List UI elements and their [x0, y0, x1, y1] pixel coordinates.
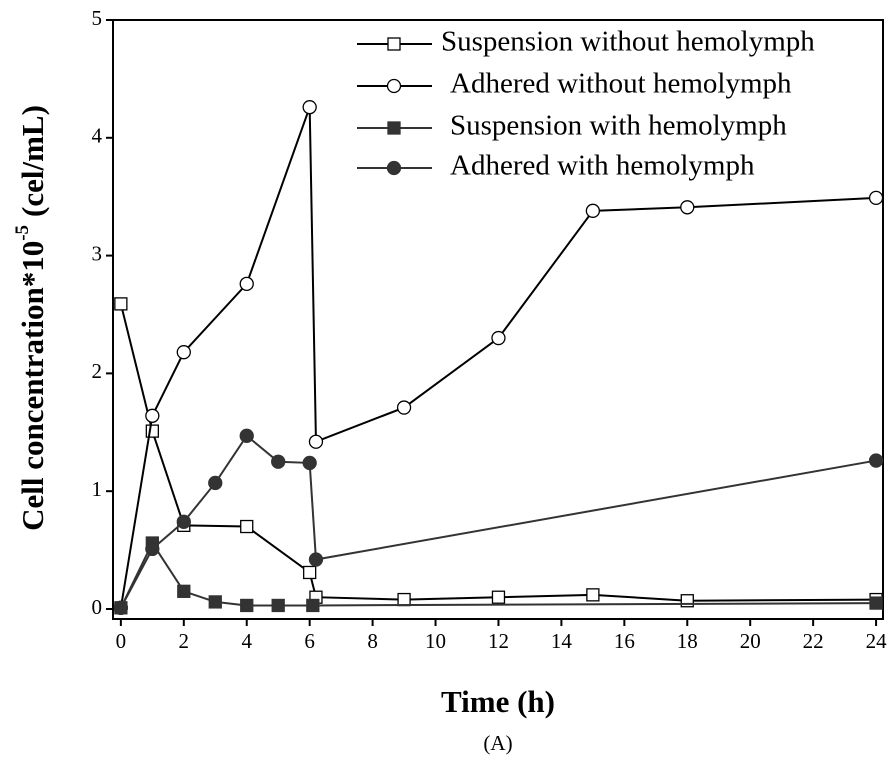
- legend-marker: [387, 121, 401, 135]
- x-tick-label: 6: [304, 629, 315, 653]
- series-line: [119, 303, 877, 602]
- x-tick-label: 4: [241, 629, 252, 653]
- legend-marker: [386, 160, 402, 176]
- marker: [306, 598, 320, 613]
- marker: [869, 596, 883, 610]
- x-tick-label: 14: [551, 629, 573, 653]
- legend-marker: [386, 78, 402, 94]
- y-tick-label: 1: [92, 477, 103, 501]
- legend-label: Adhered without hemolymph: [450, 68, 792, 100]
- marker: [271, 598, 285, 613]
- marker: [240, 519, 254, 534]
- legend-label: Suspension with hemolymph: [450, 110, 787, 142]
- marker: [868, 453, 884, 468]
- marker: [145, 408, 160, 423]
- marker: [308, 434, 324, 449]
- caption: (A): [483, 731, 512, 755]
- marker: [302, 455, 317, 471]
- legend-marker: [387, 37, 401, 51]
- marker: [176, 345, 191, 360]
- y-axis-label: Cell concentration*10-5 (cel/mL): [12, 105, 50, 531]
- marker: [239, 276, 254, 292]
- y-tick-label: 4: [92, 124, 103, 148]
- marker: [303, 565, 317, 580]
- marker: [114, 297, 128, 311]
- x-tick-label: 12: [488, 629, 509, 653]
- x-tick-label: 10: [425, 629, 446, 653]
- marker: [240, 598, 254, 613]
- y-tick-label: 3: [92, 241, 103, 265]
- marker: [302, 100, 317, 115]
- marker: [868, 190, 884, 206]
- legend-label: Adhered with hemolymph: [450, 150, 755, 182]
- marker: [308, 552, 324, 567]
- y-label-unit: (cel/mL): [15, 105, 50, 217]
- series-line: [119, 434, 877, 609]
- marker: [396, 400, 412, 415]
- marker: [113, 600, 129, 615]
- series-line: [119, 106, 877, 608]
- marker: [680, 594, 694, 608]
- x-tick-label: 16: [614, 629, 635, 653]
- x-tick-label: 2: [179, 629, 190, 653]
- y-tick-label: 0: [92, 595, 103, 619]
- x-tick-label: 18: [677, 629, 698, 653]
- marker: [491, 590, 506, 604]
- x-tick-label: 0: [116, 629, 127, 653]
- x-tick-label: 22: [803, 629, 824, 653]
- marker: [491, 330, 506, 346]
- marker: [208, 595, 222, 609]
- y-tick-label: 2: [92, 359, 103, 383]
- marker: [397, 592, 411, 607]
- x-tick-label: 20: [740, 629, 761, 653]
- x-axis-label: Time (h): [441, 684, 555, 719]
- y-label-main: Cell concentration*10: [15, 241, 50, 531]
- marker: [176, 514, 191, 529]
- marker: [585, 203, 601, 218]
- x-tick-label: 24: [866, 629, 888, 653]
- marker: [208, 475, 223, 491]
- y-label-exponent: -5: [12, 225, 33, 241]
- x-tick-label: 8: [367, 629, 378, 653]
- marker: [177, 584, 191, 598]
- marker: [680, 200, 695, 215]
- marker: [271, 454, 286, 469]
- y-tick-label: 5: [92, 6, 103, 30]
- legend-label: Suspension without hemolymph: [441, 26, 815, 58]
- marker: [586, 588, 600, 602]
- marker: [239, 428, 254, 443]
- marker: [145, 541, 160, 557]
